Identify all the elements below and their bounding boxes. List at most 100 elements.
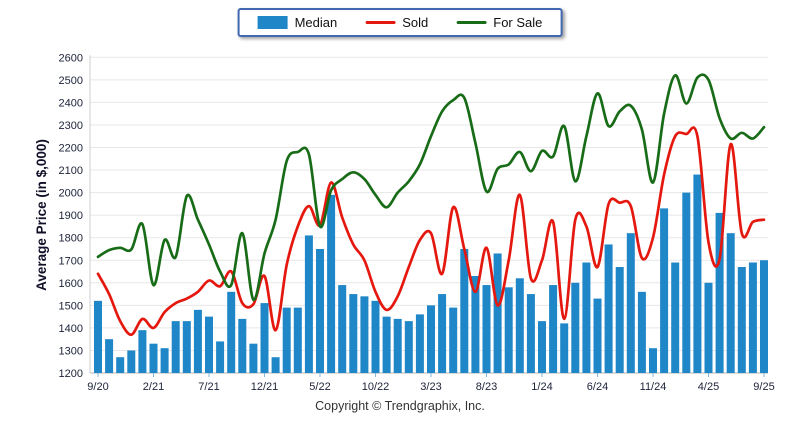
median-bar bbox=[227, 291, 236, 373]
legend-label-for-sale: For Sale bbox=[493, 15, 543, 30]
svg-text:4/25: 4/25 bbox=[698, 381, 719, 393]
svg-text:6/24: 6/24 bbox=[587, 381, 608, 393]
svg-text:1600: 1600 bbox=[59, 278, 83, 290]
median-bar bbox=[649, 348, 657, 373]
svg-text:1400: 1400 bbox=[59, 323, 83, 335]
median-bar bbox=[715, 212, 724, 373]
median-bar bbox=[182, 321, 191, 373]
y-tick-labels: 1200 1300 1400 1500 1600 1700 1800 1900 2000 2100… bbox=[59, 52, 83, 380]
legend-item-sold: Sold bbox=[365, 16, 428, 29]
median-bar bbox=[593, 298, 602, 373]
median-bar bbox=[105, 339, 114, 373]
legend-label-sold: Sold bbox=[402, 15, 429, 30]
median-swatch-icon bbox=[257, 16, 288, 29]
median-bar bbox=[682, 192, 691, 373]
median-bar bbox=[271, 357, 280, 373]
median-bar bbox=[671, 262, 680, 373]
median-bar bbox=[693, 174, 702, 373]
median-bar bbox=[238, 318, 247, 373]
svg-text:10/22: 10/22 bbox=[362, 381, 390, 393]
median-bar bbox=[526, 294, 535, 373]
svg-text:2600: 2600 bbox=[59, 52, 83, 64]
svg-text:2/21: 2/21 bbox=[143, 381, 164, 393]
median-bar bbox=[338, 285, 347, 373]
median-bar bbox=[637, 291, 646, 373]
svg-text:1500: 1500 bbox=[59, 300, 83, 312]
median-bar bbox=[393, 318, 402, 373]
median-bar bbox=[760, 260, 768, 373]
median-bars bbox=[94, 174, 768, 373]
median-bar bbox=[515, 278, 524, 373]
svg-text:7/21: 7/21 bbox=[198, 381, 219, 393]
median-bar bbox=[449, 307, 458, 373]
legend-item-median: Median bbox=[257, 15, 338, 30]
median-bar bbox=[316, 248, 324, 373]
median-bar bbox=[538, 321, 546, 373]
svg-text:9/20: 9/20 bbox=[87, 381, 108, 393]
median-bar bbox=[615, 267, 624, 373]
median-bar bbox=[737, 267, 746, 373]
median-bar bbox=[427, 305, 435, 373]
median-bar bbox=[404, 321, 413, 373]
median-bar bbox=[138, 330, 147, 373]
median-bar bbox=[360, 296, 369, 373]
svg-text:11/24: 11/24 bbox=[640, 381, 667, 393]
median-bar bbox=[349, 294, 358, 373]
median-bar bbox=[382, 316, 391, 373]
median-bar bbox=[460, 248, 469, 373]
median-bar bbox=[327, 194, 336, 373]
median-bar bbox=[193, 309, 202, 373]
svg-text:2300: 2300 bbox=[59, 120, 83, 132]
x-tick-labels: 9/20 2/21 7/21 12/21 5/22 10/22 3/23 8/23 1/24 6/… bbox=[87, 373, 775, 393]
median-bar bbox=[282, 307, 291, 373]
for-sale-line bbox=[96, 73, 766, 302]
svg-text:2500: 2500 bbox=[59, 75, 83, 87]
legend-item-for-sale: For Sale bbox=[456, 16, 542, 29]
median-bar bbox=[493, 253, 502, 373]
median-bar bbox=[205, 316, 213, 373]
y-axis-title: Average Price (in $,000) bbox=[34, 139, 49, 291]
svg-text:2200: 2200 bbox=[59, 143, 83, 155]
median-bar bbox=[704, 282, 713, 373]
median-bar bbox=[304, 235, 313, 373]
chart-legend: Median Sold For Sale bbox=[237, 8, 563, 37]
median-bar bbox=[415, 314, 424, 373]
copyright-text: Copyright © Trendgraphix, Inc. bbox=[315, 399, 485, 413]
median-bar bbox=[149, 343, 158, 373]
svg-text:12/21: 12/21 bbox=[251, 381, 279, 393]
svg-text:1700: 1700 bbox=[59, 255, 83, 267]
median-bar bbox=[127, 350, 136, 373]
median-bar bbox=[626, 233, 635, 373]
median-bar bbox=[216, 341, 225, 373]
median-bar bbox=[726, 233, 735, 373]
median-bar bbox=[504, 287, 513, 373]
median-bar bbox=[660, 208, 669, 373]
svg-text:2400: 2400 bbox=[59, 97, 83, 109]
sold-line bbox=[96, 126, 766, 337]
svg-text:1800: 1800 bbox=[59, 233, 83, 245]
median-bar bbox=[604, 244, 613, 373]
median-bar bbox=[748, 262, 757, 373]
median-bar bbox=[94, 300, 102, 373]
svg-text:2100: 2100 bbox=[59, 165, 83, 177]
median-bar bbox=[160, 348, 169, 373]
median-bar bbox=[171, 321, 180, 373]
svg-text:1200: 1200 bbox=[59, 368, 83, 380]
svg-text:5/22: 5/22 bbox=[309, 381, 330, 393]
legend-label-median: Median bbox=[294, 15, 338, 30]
median-bar bbox=[371, 300, 380, 373]
svg-text:9/25: 9/25 bbox=[753, 381, 774, 393]
median-bar bbox=[560, 323, 569, 373]
svg-text:3/23: 3/23 bbox=[420, 381, 441, 393]
svg-text:1300: 1300 bbox=[59, 345, 83, 357]
sold-line-icon bbox=[365, 21, 396, 24]
svg-text:2000: 2000 bbox=[59, 188, 83, 200]
svg-text:8/23: 8/23 bbox=[476, 381, 497, 393]
median-bar bbox=[582, 262, 591, 373]
median-bar bbox=[249, 343, 258, 373]
median-bar bbox=[116, 357, 125, 373]
median-bar bbox=[549, 285, 558, 373]
for-sale-line-icon bbox=[456, 21, 487, 24]
median-bar bbox=[260, 303, 269, 373]
